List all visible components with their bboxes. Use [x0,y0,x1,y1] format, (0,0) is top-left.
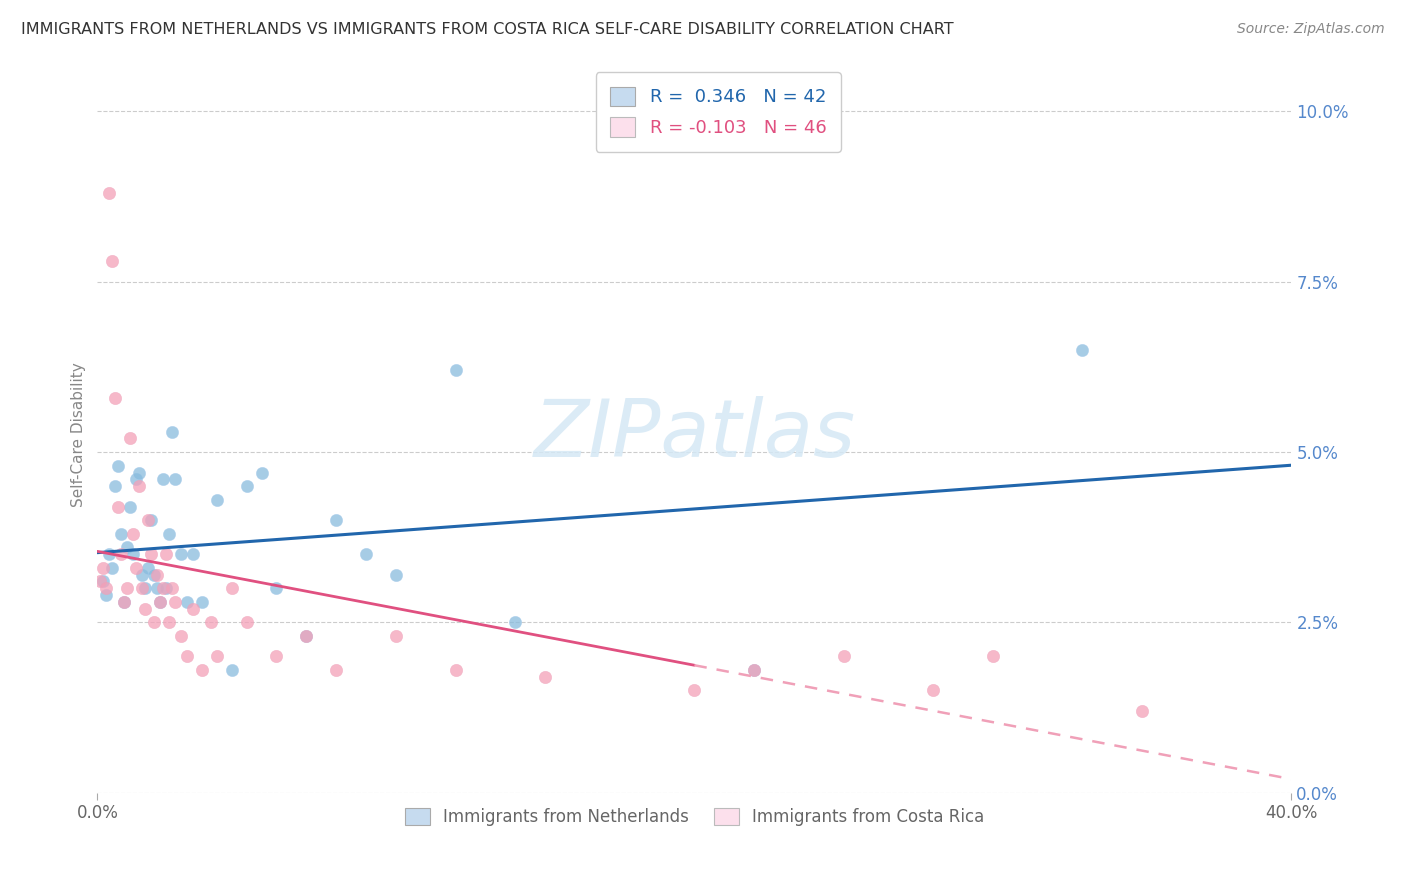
Point [922,683,945,698]
Point [115,582,138,596]
Point [742,663,765,677]
Y-axis label: Self-Care Disability: Self-Care Disability [72,363,86,508]
Point [205,492,228,507]
Point [221,582,243,596]
Point [1130,704,1153,718]
Point [160,425,183,439]
Point [176,595,198,609]
Point [110,526,132,541]
Point [444,663,467,677]
Point [91,561,114,575]
Point [128,466,150,480]
Point [98,547,121,561]
Point [503,615,526,630]
Point [163,472,186,486]
Point [122,526,145,541]
Point [96,588,118,602]
Point [157,615,180,630]
Point [101,561,124,575]
Point [200,615,222,630]
Point [170,547,193,561]
Point [155,547,177,561]
Point [104,391,127,405]
Point [534,670,557,684]
Point [125,561,148,575]
Point [143,567,166,582]
Point [112,595,135,609]
Text: ZIPatlas: ZIPatlas [533,396,855,474]
Point [152,472,174,486]
Point [1071,343,1094,357]
Point [89,574,111,589]
Point [981,649,1004,664]
Point [683,683,706,698]
Point [107,500,129,514]
Point [139,513,162,527]
Point [157,526,180,541]
Point [155,582,177,596]
Point [134,601,156,615]
Point [205,649,228,664]
Point [250,466,273,480]
Point [139,547,162,561]
Point [295,629,318,643]
Point [191,663,214,677]
Point [136,513,159,527]
Point [385,629,408,643]
Point [131,582,153,596]
Point [107,458,129,473]
Point [146,567,169,582]
Point [136,561,159,575]
Point [110,547,132,561]
Point [120,432,142,446]
Point [221,663,243,677]
Point [235,615,257,630]
Point [325,663,347,677]
Text: IMMIGRANTS FROM NETHERLANDS VS IMMIGRANTS FROM COSTA RICA SELF-CARE DISABILITY C: IMMIGRANTS FROM NETHERLANDS VS IMMIGRANT… [21,22,953,37]
Point [96,582,118,596]
Point [134,582,156,596]
Point [832,649,855,664]
Point [115,541,138,555]
Point [191,595,214,609]
Point [98,186,121,201]
Point [235,479,257,493]
Point [181,601,204,615]
Point [176,649,198,664]
Point [146,582,169,596]
Text: Source: ZipAtlas.com: Source: ZipAtlas.com [1237,22,1385,37]
Point [266,649,288,664]
Point [160,582,183,596]
Point [742,663,765,677]
Point [143,615,166,630]
Point [152,582,174,596]
Point [444,363,467,377]
Point [266,582,288,596]
Point [131,567,153,582]
Point [101,254,124,268]
Legend: Immigrants from Netherlands, Immigrants from Costa Rica: Immigrants from Netherlands, Immigrants … [396,799,993,834]
Point [91,574,114,589]
Point [125,472,148,486]
Point [170,629,193,643]
Point [128,479,150,493]
Point [163,595,186,609]
Point [295,629,318,643]
Point [149,595,172,609]
Point [122,547,145,561]
Point [325,513,347,527]
Point [104,479,127,493]
Point [181,547,204,561]
Point [112,595,135,609]
Point [149,595,172,609]
Point [385,567,408,582]
Point [354,547,377,561]
Point [120,500,142,514]
